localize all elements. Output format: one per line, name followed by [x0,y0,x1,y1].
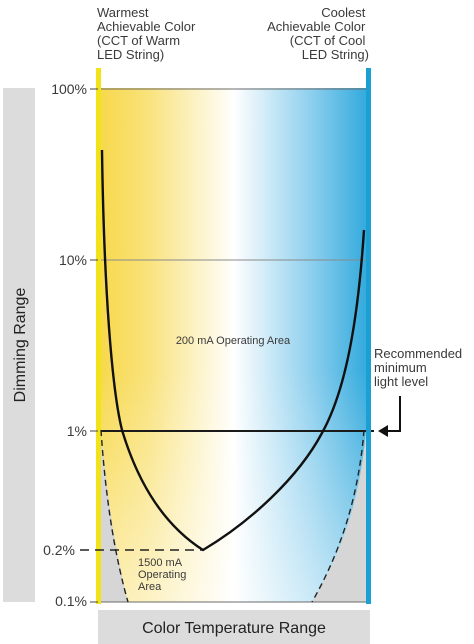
warm-led-bar [96,68,101,604]
tick-label-01: 0.1% [55,593,87,609]
area-label-1500ma: 1500 mA Operating Area [138,557,189,593]
arrow-head-icon [378,425,388,437]
unreachable-area-cool [312,430,366,602]
recommended-label: Recommended minimum light level [374,346,466,389]
cool-header: Coolest Achievable Color (CCT of Cool LE… [267,5,369,62]
area-label-200ma: 200 mA Operating Area [176,335,291,347]
boundary-1500ma-cool [311,429,365,603]
cool-led-bar [366,68,371,604]
tick-label-1: 1% [67,423,87,439]
y-axis-band [3,88,35,602]
tick-label-100: 100% [51,81,87,97]
boundary-1500ma [100,429,129,603]
x-axis-title: Color Temperature Range [142,620,326,637]
tick-label-02: 0.2% [43,542,75,558]
gradient-fade [98,88,370,602]
tick-label-10: 10% [59,252,87,268]
recommended-level-arrow [386,396,401,432]
x-axis-band [98,610,370,644]
boundary-200ma [100,149,366,552]
unreachable-area-warm [101,430,128,602]
warm-header: Warmest Achievable Color (CCT of Warm LE… [97,5,199,62]
y-axis-title: Dimming Range [12,288,29,403]
